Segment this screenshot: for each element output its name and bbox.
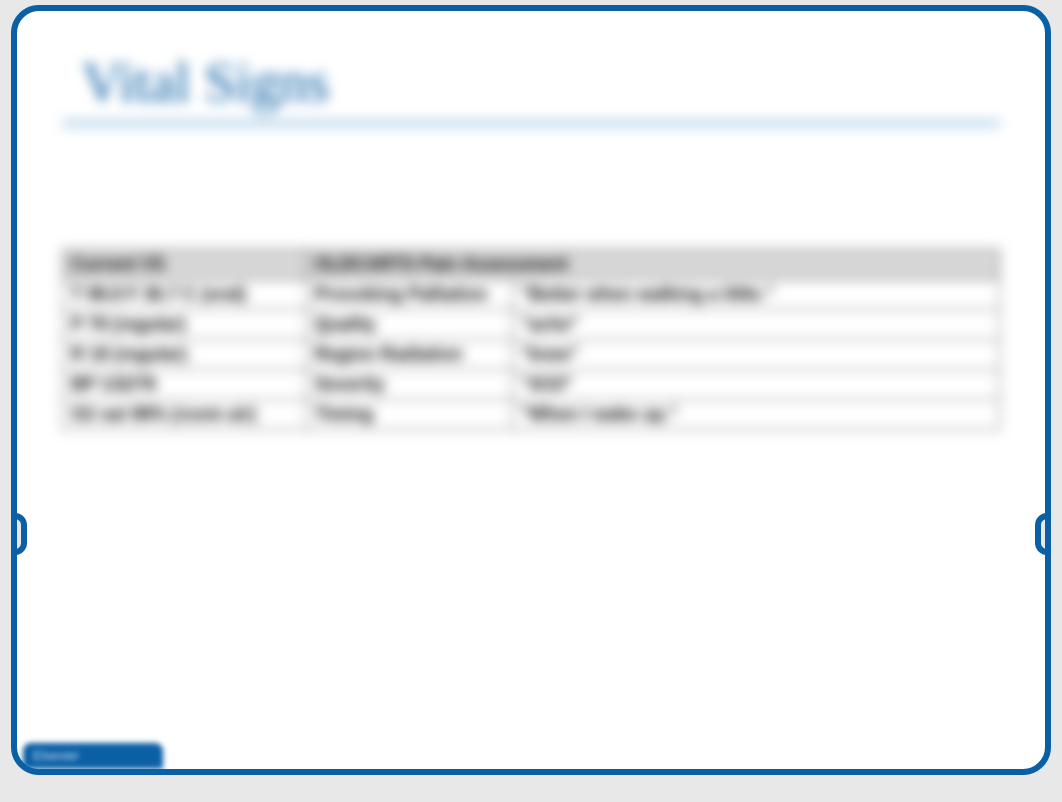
title-underline-thin [62,128,1000,129]
table-row: O2 sat 98% (room air) Timing "When I wak… [63,400,1000,430]
vital-signs-table: Current VS OLDCARTS Pain Assessment T 98… [62,249,1000,430]
slide-title: Vital Signs [82,51,1000,115]
table-cell: Provoking Palliation [306,280,512,310]
table-cell: T 98.8 F 36.7 C (oral) [63,280,307,310]
table-header: Current VS [63,250,307,280]
slide-content: Vital Signs Current VS OLDCARTS Pain Ass… [62,51,1000,739]
footer-label: Elsevier [33,748,79,763]
frame-notch-left [11,513,27,555]
table-header: OLDCARTS Pain Assessment [306,250,999,280]
table-cell: R 18 (regular) [63,340,307,370]
table-cell: "Better when walking a little." [512,280,999,310]
table-cell: O2 sat 98% (room air) [63,400,307,430]
table-cell: Quality [306,310,512,340]
table-cell: "ache" [512,310,999,340]
table-cell: "When I wake up." [512,400,999,430]
table-row: P 78 (regular) Quality "ache" [63,310,1000,340]
table-header-row: Current VS OLDCARTS Pain Assessment [63,250,1000,280]
table-cell: P 78 (regular) [63,310,307,340]
footer-tab: Elsevier [23,743,163,769]
table-cell: "4/10" [512,370,999,400]
table-cell: "knee" [512,340,999,370]
table-row: T 98.8 F 36.7 C (oral) Provoking Palliat… [63,280,1000,310]
frame-notch-right [1035,513,1051,555]
slide-frame: Vital Signs Current VS OLDCARTS Pain Ass… [11,5,1051,775]
table-cell: BP 132/78 [63,370,307,400]
table-row: BP 132/78 Severity "4/10" [63,370,1000,400]
table-cell: Severity [306,370,512,400]
table-cell: Region Radiation [306,340,512,370]
table-cell: Timing [306,400,512,430]
table-row: R 18 (regular) Region Radiation "knee" [63,340,1000,370]
title-underline [62,121,1000,124]
